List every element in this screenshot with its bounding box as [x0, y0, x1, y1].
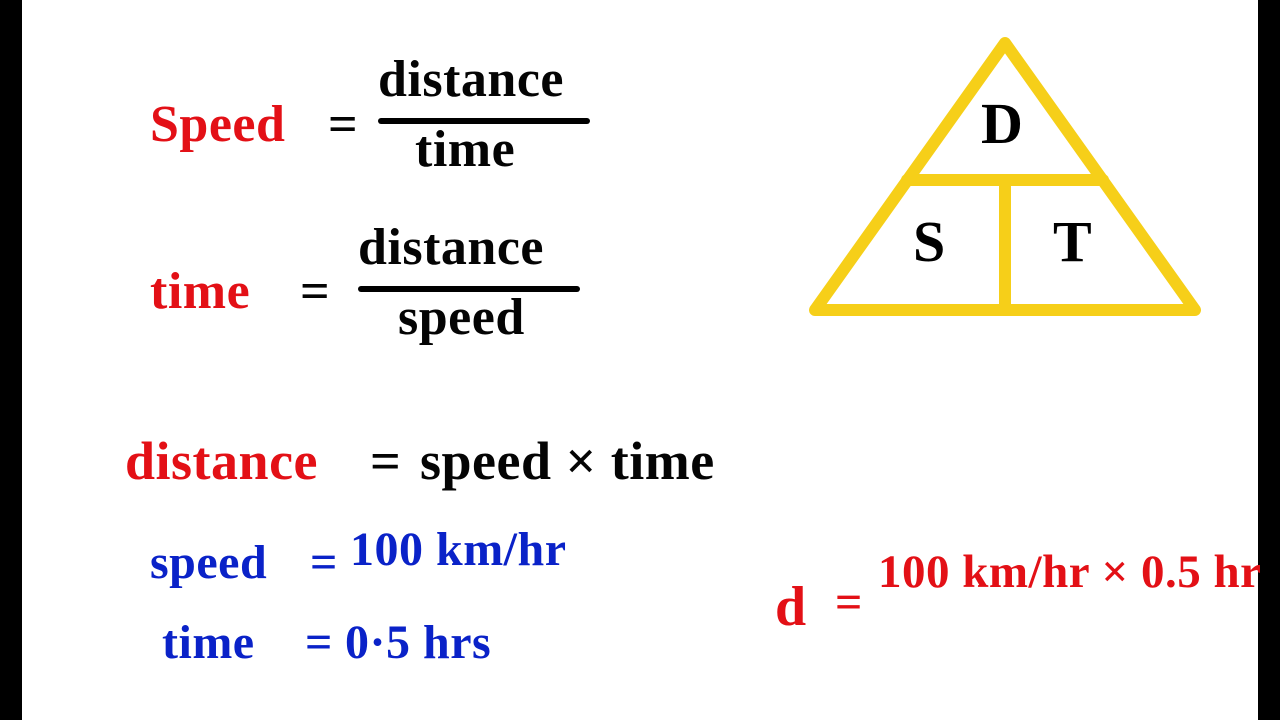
formula1-lhs: Speed [150, 95, 285, 154]
formula3-lhs: distance [125, 430, 318, 492]
given-speed-value: 100 km/hr [350, 522, 567, 577]
formula3-rhs: speed × time [420, 430, 715, 492]
given-speed-equals: = [310, 535, 338, 590]
calc-rhs: 100 km/hr × 0.5 hr [878, 545, 1262, 599]
formula1-denominator: time [415, 120, 515, 179]
formula2-equals: = [300, 262, 330, 321]
triangle-svg [795, 28, 1215, 328]
letterbox-left [0, 0, 22, 720]
triangle-top-label: D [981, 90, 1023, 157]
given-speed-label: speed [150, 535, 267, 590]
given-time-label: time [162, 615, 255, 670]
given-time-equals: = [305, 615, 333, 670]
calc-lhs: d [775, 575, 807, 639]
formula1-equals: = [328, 95, 358, 154]
given-time-value: 0·5 hrs [345, 615, 491, 670]
formula2-numerator: distance [358, 218, 544, 277]
calc-equals: = [835, 575, 863, 630]
triangle-right-label: T [1053, 208, 1092, 275]
formula2-lhs: time [150, 262, 250, 321]
formula3-equals: = [370, 430, 401, 492]
formula1-numerator: distance [378, 50, 564, 109]
letterbox-right [1258, 0, 1280, 720]
dst-triangle: D S T [795, 28, 1215, 328]
formula2-denominator: speed [398, 288, 525, 347]
diagram-stage: Speed = distance time time = distance sp… [0, 0, 1280, 720]
triangle-left-label: S [913, 208, 945, 275]
